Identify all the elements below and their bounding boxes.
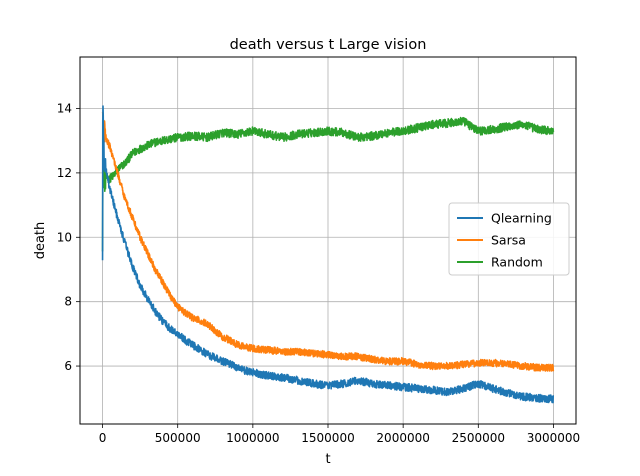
legend: Qlearning Sarsa Random bbox=[448, 202, 570, 276]
legend-box bbox=[448, 202, 570, 276]
y-tick-label: 10 bbox=[57, 230, 72, 244]
x-tick-label: 2000000 bbox=[376, 431, 429, 445]
ticks-layer: 0 500000 1000000 1500000 2000000 2500000 30000… bbox=[57, 102, 580, 445]
series-line-random bbox=[101, 116, 555, 252]
y-tick-label: 12 bbox=[57, 166, 72, 180]
legend-label-sarsa: Sarsa bbox=[491, 233, 526, 248]
x-tick-label: 1000000 bbox=[226, 431, 279, 445]
y-tick-label: 8 bbox=[64, 295, 72, 309]
chart-title: death versus t Large vision bbox=[230, 37, 427, 53]
legend-label-random: Random bbox=[491, 255, 543, 270]
legend-label-qlearning: Qlearning bbox=[491, 211, 552, 226]
x-tick-label: 0 bbox=[99, 431, 107, 445]
y-axis-label: death bbox=[33, 222, 48, 260]
series-line-qlearning bbox=[101, 105, 555, 404]
x-tick-label: 3000000 bbox=[527, 431, 580, 445]
y-tick-label: 6 bbox=[64, 359, 72, 373]
x-axis-label: t bbox=[325, 452, 330, 467]
x-tick-label: 2500000 bbox=[452, 431, 505, 445]
y-tick-label: 14 bbox=[57, 102, 72, 116]
series-line-sarsa bbox=[101, 111, 555, 372]
series-layer bbox=[101, 105, 555, 404]
x-tick-label: 500000 bbox=[155, 431, 201, 445]
x-tick-label: 1500000 bbox=[301, 431, 354, 445]
